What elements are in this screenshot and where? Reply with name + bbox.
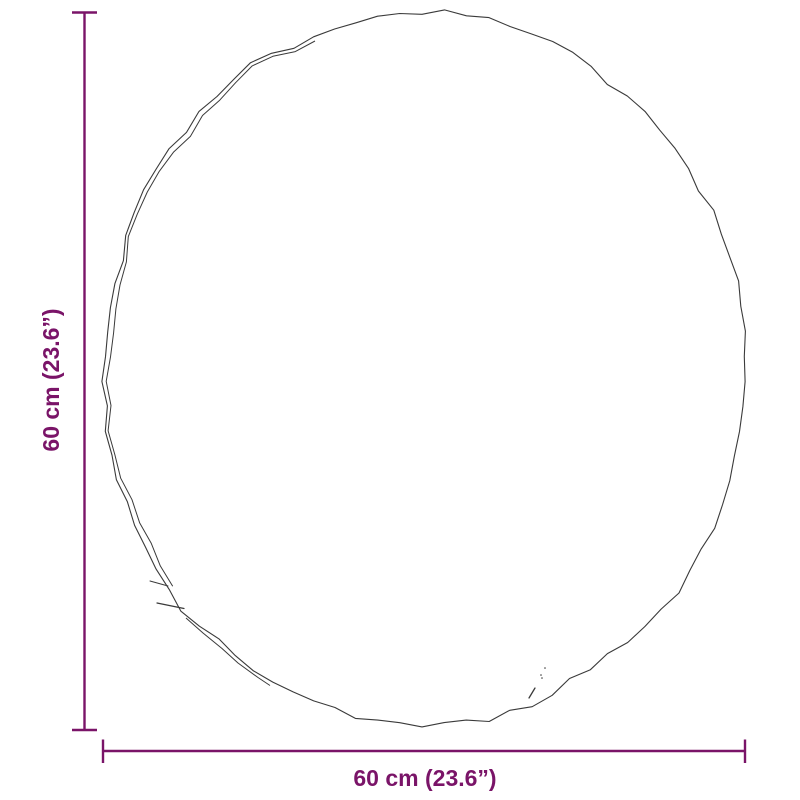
svg-text:60 cm (23.6”): 60 cm (23.6”) [38,308,64,451]
svg-text:60 cm (23.6”): 60 cm (23.6”) [353,765,496,791]
